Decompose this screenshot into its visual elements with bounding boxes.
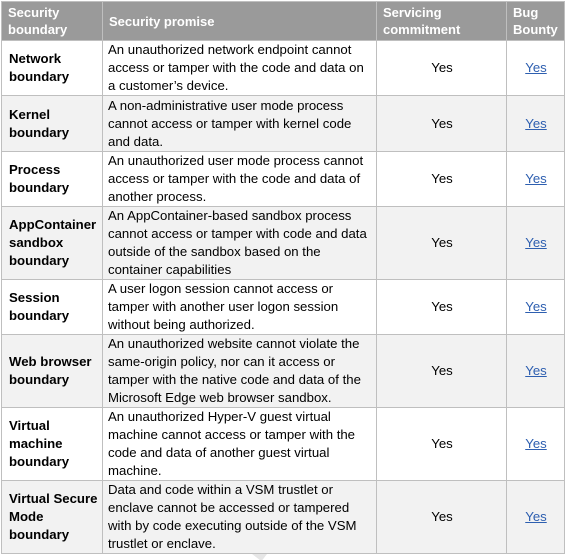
commitment-cell: Yes (376, 151, 507, 207)
boundary-cell: Network boundary (1, 40, 103, 96)
header-security-boundary: Security boundary (1, 1, 103, 41)
bounty-cell: Yes (506, 151, 565, 207)
commitment-cell: Yes (376, 206, 507, 280)
promise-cell: A non-administrative user mode process c… (102, 95, 377, 152)
bug-bounty-link[interactable]: Yes (525, 60, 547, 75)
bounty-cell: Yes (506, 407, 565, 481)
promise-cell: An unauthorized website cannot violate t… (102, 334, 377, 408)
table-row: AppContainer sandbox boundary An AppCont… (1, 206, 565, 280)
bounty-cell: Yes (506, 279, 565, 335)
promise-cell: Data and code within a VSM trustlet or e… (102, 480, 377, 554)
bug-bounty-link[interactable]: Yes (525, 115, 547, 131)
commitment-cell: Yes (376, 334, 507, 408)
bug-bounty-link[interactable]: Yes (525, 436, 547, 451)
commitment-cell: Yes (376, 480, 507, 554)
boundary-cell: Session boundary (1, 279, 103, 335)
promise-cell: A user logon session cannot access or ta… (102, 279, 377, 335)
bounty-cell: Yes (506, 480, 565, 554)
commitment-cell: Yes (376, 95, 507, 152)
bounty-cell: Yes (506, 334, 565, 408)
table-row: Process boundary An unauthorized user mo… (1, 151, 565, 207)
promise-cell: An unauthorized network endpoint cannot … (102, 40, 377, 96)
commitment-cell: Yes (376, 40, 507, 96)
table-row: Session boundary A user logon session ca… (1, 279, 565, 335)
header-bug-bounty: Bug Bounty (506, 1, 565, 41)
header-servicing-commitment: Servicing commitment (376, 1, 507, 41)
promise-cell: An AppContainer-based sandbox process ca… (102, 206, 377, 280)
table-header-row: Security boundary Security promise Servi… (1, 1, 565, 41)
table-row: Virtual Secure Mode boundary Data and co… (1, 480, 565, 554)
boundary-cell: Web browser boundary (1, 334, 103, 408)
commitment-cell: Yes (376, 407, 507, 481)
table-row: Kernel boundary A non-administrative use… (1, 95, 565, 152)
table-row: Web browser boundary An unauthorized web… (1, 334, 565, 408)
boundary-cell: Virtual machine boundary (1, 407, 103, 481)
bounty-cell: Yes (506, 40, 565, 96)
boundary-cell: AppContainer sandbox boundary (1, 206, 103, 280)
boundary-cell: Process boundary (1, 151, 103, 207)
boundary-cell: Kernel boundary (1, 95, 103, 152)
promise-cell: An unauthorized user mode process cannot… (102, 151, 377, 207)
header-security-promise: Security promise (102, 1, 377, 41)
bug-bounty-link[interactable]: Yes (525, 509, 547, 524)
bounty-cell: Yes (506, 206, 565, 280)
bounty-cell: Yes (506, 95, 565, 152)
bug-bounty-link[interactable]: Yes (525, 235, 547, 250)
commitment-cell: Yes (376, 279, 507, 335)
promise-cell: An unauthorized Hyper-V guest virtual ma… (102, 407, 377, 481)
bug-bounty-link[interactable]: Yes (525, 363, 547, 378)
bug-bounty-link[interactable]: Yes (525, 171, 547, 186)
table-row: Network boundary An unauthorized network… (1, 40, 565, 96)
bug-bounty-link[interactable]: Yes (525, 299, 547, 314)
boundary-cell: Virtual Secure Mode boundary (1, 480, 103, 554)
table-row: Virtual machine boundary An unauthorized… (1, 407, 565, 481)
